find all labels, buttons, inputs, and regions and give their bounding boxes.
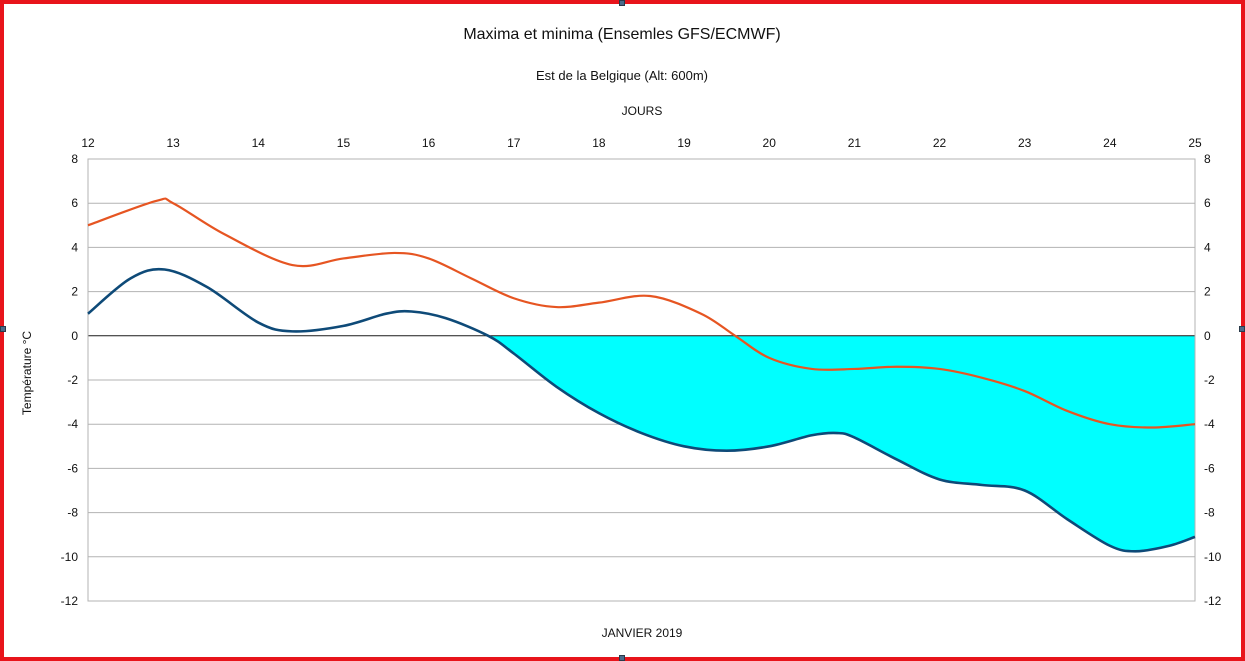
y-tick-label-right: 6 bbox=[1204, 196, 1211, 210]
y-tick-label-left: -12 bbox=[61, 594, 79, 608]
x-tick-label: 19 bbox=[677, 136, 691, 150]
y-tick-label-left: 2 bbox=[71, 285, 78, 299]
x-tick-label: 18 bbox=[592, 136, 606, 150]
y-tick-label-right: -12 bbox=[1204, 594, 1222, 608]
y-tick-label-left: -2 bbox=[67, 373, 78, 387]
x-tick-label: 23 bbox=[1018, 136, 1032, 150]
x-tick-label: 17 bbox=[507, 136, 521, 150]
y-tick-label-right: 4 bbox=[1204, 240, 1211, 254]
plot-border bbox=[87, 158, 1196, 602]
chart-title: Maxima et minima (Ensemles GFS/ECMWF) bbox=[463, 26, 780, 43]
y-tick-label-right: -4 bbox=[1204, 417, 1215, 431]
chart-subtitle: Est de la Belgique (Alt: 600m) bbox=[536, 68, 708, 83]
x-tick-label: 15 bbox=[337, 136, 351, 150]
resize-handle-left[interactable] bbox=[0, 326, 6, 332]
y-tick-label-left: -10 bbox=[61, 550, 79, 564]
x-tick-label: 14 bbox=[252, 136, 266, 150]
y-tick-label-right: -10 bbox=[1204, 550, 1222, 564]
y-axis-title: Température °C bbox=[20, 331, 34, 415]
y-tick-label-right: -2 bbox=[1204, 373, 1215, 387]
x-top-axis-title: JOURS bbox=[622, 104, 663, 118]
y-tick-label-left: 6 bbox=[71, 196, 78, 210]
x-tick-label: 20 bbox=[763, 136, 777, 150]
y-tick-label-left: -4 bbox=[67, 417, 78, 431]
y-tick-label-right: -6 bbox=[1204, 461, 1215, 475]
x-tick-label: 24 bbox=[1103, 136, 1117, 150]
negative-temperature-area bbox=[486, 334, 1195, 552]
y-tick-label-left: -8 bbox=[67, 506, 78, 520]
y-tick-label-right: 2 bbox=[1204, 285, 1211, 299]
x-tick-label: 13 bbox=[166, 136, 180, 150]
x-tick-label: 12 bbox=[81, 136, 95, 150]
x-tick-label: 21 bbox=[848, 136, 862, 150]
y-tick-label-left: 4 bbox=[71, 240, 78, 254]
y-tick-label-right: 0 bbox=[1204, 329, 1211, 343]
y-tick-label-right: 8 bbox=[1204, 152, 1211, 166]
y-tick-label-left: -6 bbox=[67, 461, 78, 475]
series-line-minima bbox=[87, 267, 1196, 553]
series-line-maxima bbox=[87, 197, 1196, 429]
y-tick-label-left: 8 bbox=[71, 152, 78, 166]
x-axis-title: JANVIER 2019 bbox=[602, 626, 683, 640]
resize-handle-top[interactable] bbox=[619, 0, 625, 6]
x-tick-label: 25 bbox=[1188, 136, 1202, 150]
y-tick-label-left: 0 bbox=[71, 329, 78, 343]
y-tick-label-right: -8 bbox=[1204, 506, 1215, 520]
plot-area: 8 86 64 42 20 0-2 -2-4 -4-6 -6-8 -8-10 -10-12 -1212… bbox=[61, 136, 1222, 608]
x-tick-label: 16 bbox=[422, 136, 436, 150]
x-tick-label: 22 bbox=[933, 136, 947, 150]
